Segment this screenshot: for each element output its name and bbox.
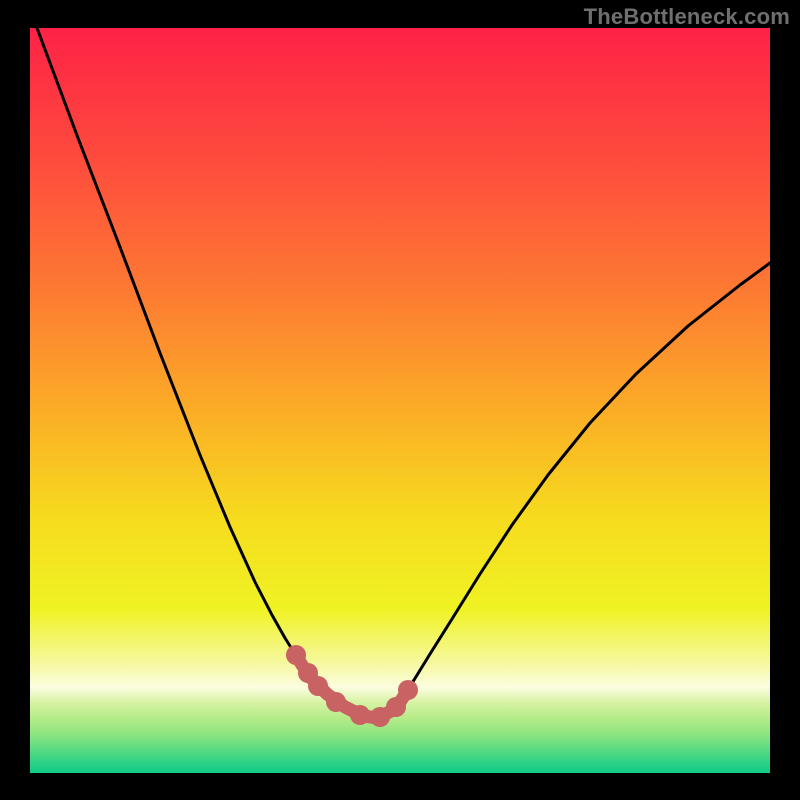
highlight-marker xyxy=(286,645,306,665)
highlight-marker xyxy=(326,692,346,712)
highlight-marker xyxy=(350,705,370,725)
attribution-text: TheBottleneck.com xyxy=(584,4,790,30)
chart-svg xyxy=(0,0,800,800)
highlight-marker xyxy=(308,676,328,696)
highlight-marker xyxy=(386,697,406,717)
plot-background xyxy=(30,28,770,773)
highlight-marker xyxy=(398,680,418,700)
